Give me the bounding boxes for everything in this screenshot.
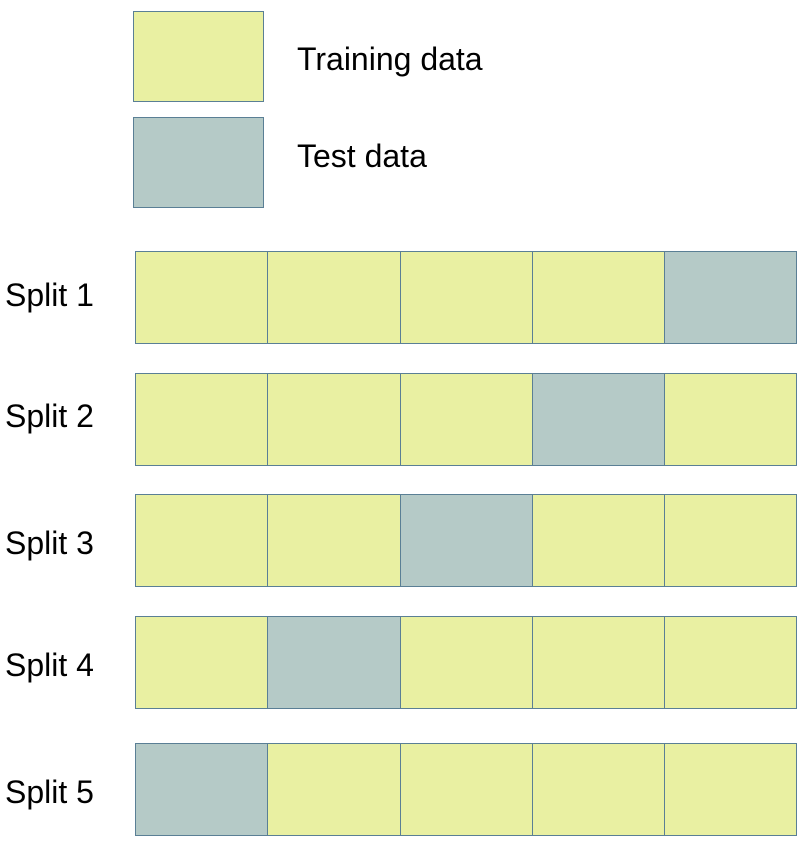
training-fold bbox=[400, 743, 533, 836]
training-fold bbox=[532, 251, 665, 344]
training-fold bbox=[400, 616, 533, 709]
test-fold bbox=[400, 494, 533, 587]
training-fold bbox=[267, 373, 401, 466]
test-fold bbox=[267, 616, 401, 709]
training-fold bbox=[664, 616, 797, 709]
training-fold bbox=[135, 616, 268, 709]
test-fold bbox=[532, 373, 665, 466]
split-label: Split 3 bbox=[5, 525, 94, 561]
test-fold bbox=[135, 743, 268, 836]
legend-test-label: Test data bbox=[297, 138, 427, 174]
legend-test-swatch bbox=[133, 117, 264, 208]
training-fold bbox=[532, 743, 665, 836]
training-fold bbox=[135, 494, 268, 587]
legend-training-swatch bbox=[133, 11, 264, 102]
training-fold bbox=[400, 251, 533, 344]
training-fold bbox=[135, 373, 268, 466]
training-fold bbox=[267, 251, 401, 344]
split-label: Split 1 bbox=[5, 277, 94, 313]
split-label: Split 2 bbox=[5, 398, 94, 434]
split-label: Split 5 bbox=[5, 774, 94, 810]
legend-training-label: Training data bbox=[297, 41, 483, 77]
training-fold bbox=[664, 494, 797, 587]
training-fold bbox=[532, 494, 665, 587]
training-fold bbox=[400, 373, 533, 466]
training-fold bbox=[664, 373, 797, 466]
training-fold bbox=[664, 743, 797, 836]
training-fold bbox=[135, 251, 268, 344]
test-fold bbox=[664, 251, 797, 344]
training-fold bbox=[532, 616, 665, 709]
split-label: Split 4 bbox=[5, 647, 94, 683]
training-fold bbox=[267, 494, 401, 587]
training-fold bbox=[267, 743, 401, 836]
